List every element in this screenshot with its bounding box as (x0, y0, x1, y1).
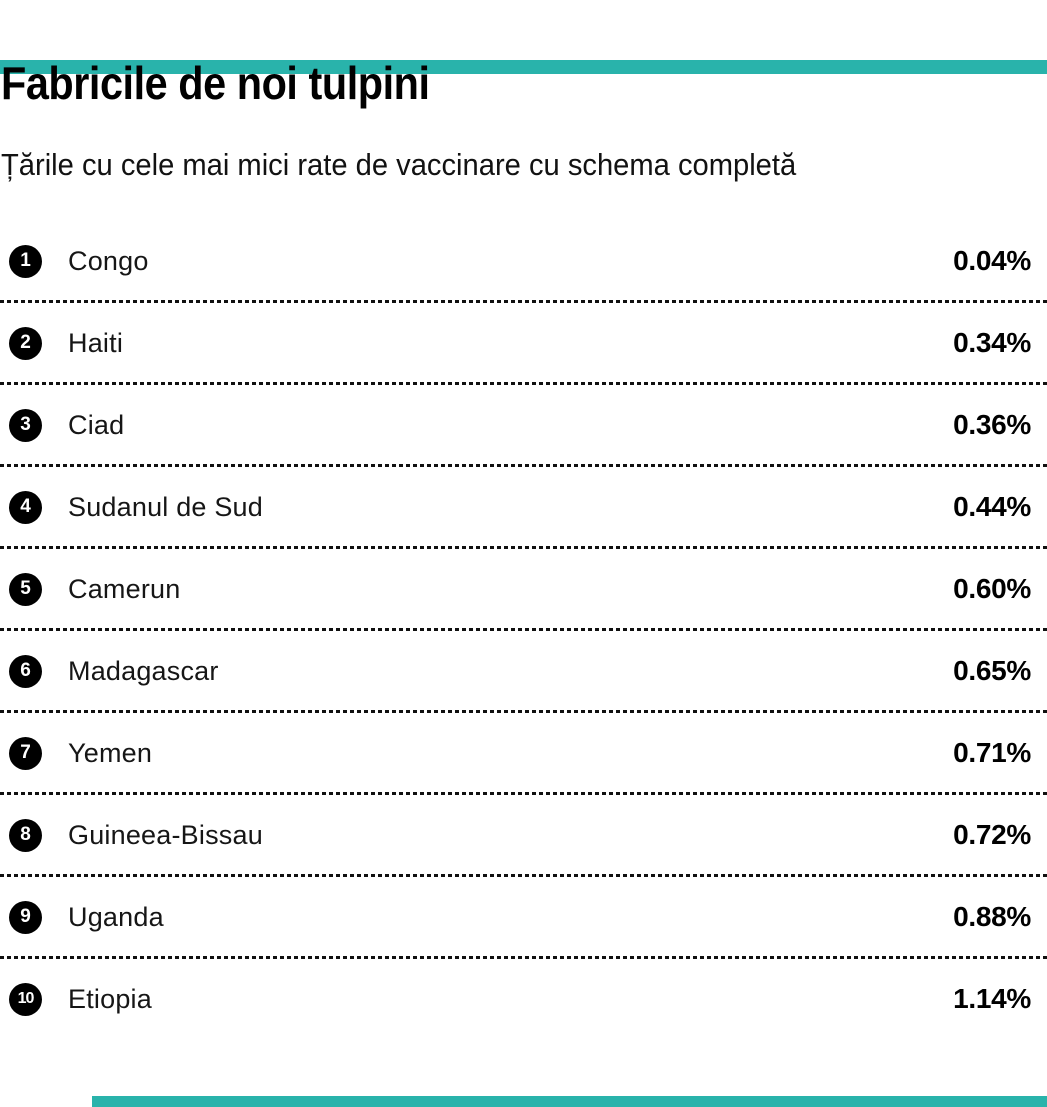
country-label: Ciad (68, 409, 125, 440)
value-label: 0.60% (953, 573, 1031, 605)
ranking-row: 6 Madagascar 0.65% (0, 630, 1047, 714)
value-label: 0.34% (953, 327, 1031, 359)
country-label: Camerun (68, 573, 181, 604)
rank-badge: 7 (9, 736, 42, 770)
rank-number: 4 (20, 496, 31, 518)
rank-badge: 2 (9, 326, 42, 360)
value-label: 0.04% (953, 245, 1031, 277)
ranking-row: 5 Camerun 0.60% (0, 548, 1047, 632)
country-label: Yemen (68, 737, 153, 768)
value-label: 0.65% (953, 655, 1031, 687)
country-label: Etiopia (68, 983, 152, 1014)
rank-number: 7 (20, 742, 31, 764)
value-label: 1.14% (953, 983, 1031, 1015)
bottom-accent-bar (92, 1096, 1047, 1107)
ranking-row: 2 Haiti 0.34% (0, 302, 1047, 386)
rank-number: 2 (20, 332, 31, 354)
rank-badge: 4 (9, 490, 42, 524)
ranking-row: 4 Sudanul de Sud 0.44% (0, 466, 1047, 550)
rank-number: 3 (20, 414, 31, 436)
ranking-list: 1 Congo 0.04% 2 Haiti 0.34% 3 Ciad 0.36%… (0, 220, 1047, 1040)
ranking-row: 10 Etiopia 1.14% (0, 958, 1047, 1040)
ranking-row: 7 Yemen 0.71% (0, 712, 1047, 796)
value-label: 0.36% (953, 409, 1031, 441)
rank-number: 6 (20, 660, 31, 682)
ranking-row: 3 Ciad 0.36% (0, 384, 1047, 468)
rank-number: 8 (20, 824, 31, 846)
rank-badge: 10 (9, 982, 42, 1016)
value-label: 0.88% (953, 901, 1031, 933)
country-label: Haiti (68, 327, 124, 358)
rank-badge: 6 (9, 654, 42, 688)
top-accent-bar (0, 60, 1047, 74)
ranking-row: 1 Congo 0.04% (0, 220, 1047, 304)
rank-badge: 8 (9, 818, 42, 852)
country-label: Guineea-Bissau (68, 819, 263, 850)
rank-number: 5 (20, 578, 31, 600)
country-label: Congo (68, 245, 149, 276)
country-label: Uganda (68, 901, 164, 932)
ranking-row: 8 Guineea-Bissau 0.72% (0, 794, 1047, 878)
country-label: Madagascar (68, 655, 219, 686)
rank-badge: 9 (9, 900, 42, 934)
rank-number: 10 (17, 990, 35, 1008)
rank-badge: 1 (9, 244, 42, 278)
value-label: 0.72% (953, 819, 1031, 851)
page-subtitle: Țările cu cele mai mici rate de vaccinar… (1, 147, 797, 182)
ranking-row: 9 Uganda 0.88% (0, 876, 1047, 960)
rank-number: 9 (20, 906, 31, 928)
rank-number: 1 (20, 250, 31, 272)
rank-badge: 3 (9, 408, 42, 442)
value-label: 0.71% (953, 737, 1031, 769)
value-label: 0.44% (953, 491, 1031, 523)
page-title: Fabricile de noi tulpini (1, 57, 430, 109)
rank-badge: 5 (9, 572, 42, 606)
country-label: Sudanul de Sud (68, 491, 263, 522)
